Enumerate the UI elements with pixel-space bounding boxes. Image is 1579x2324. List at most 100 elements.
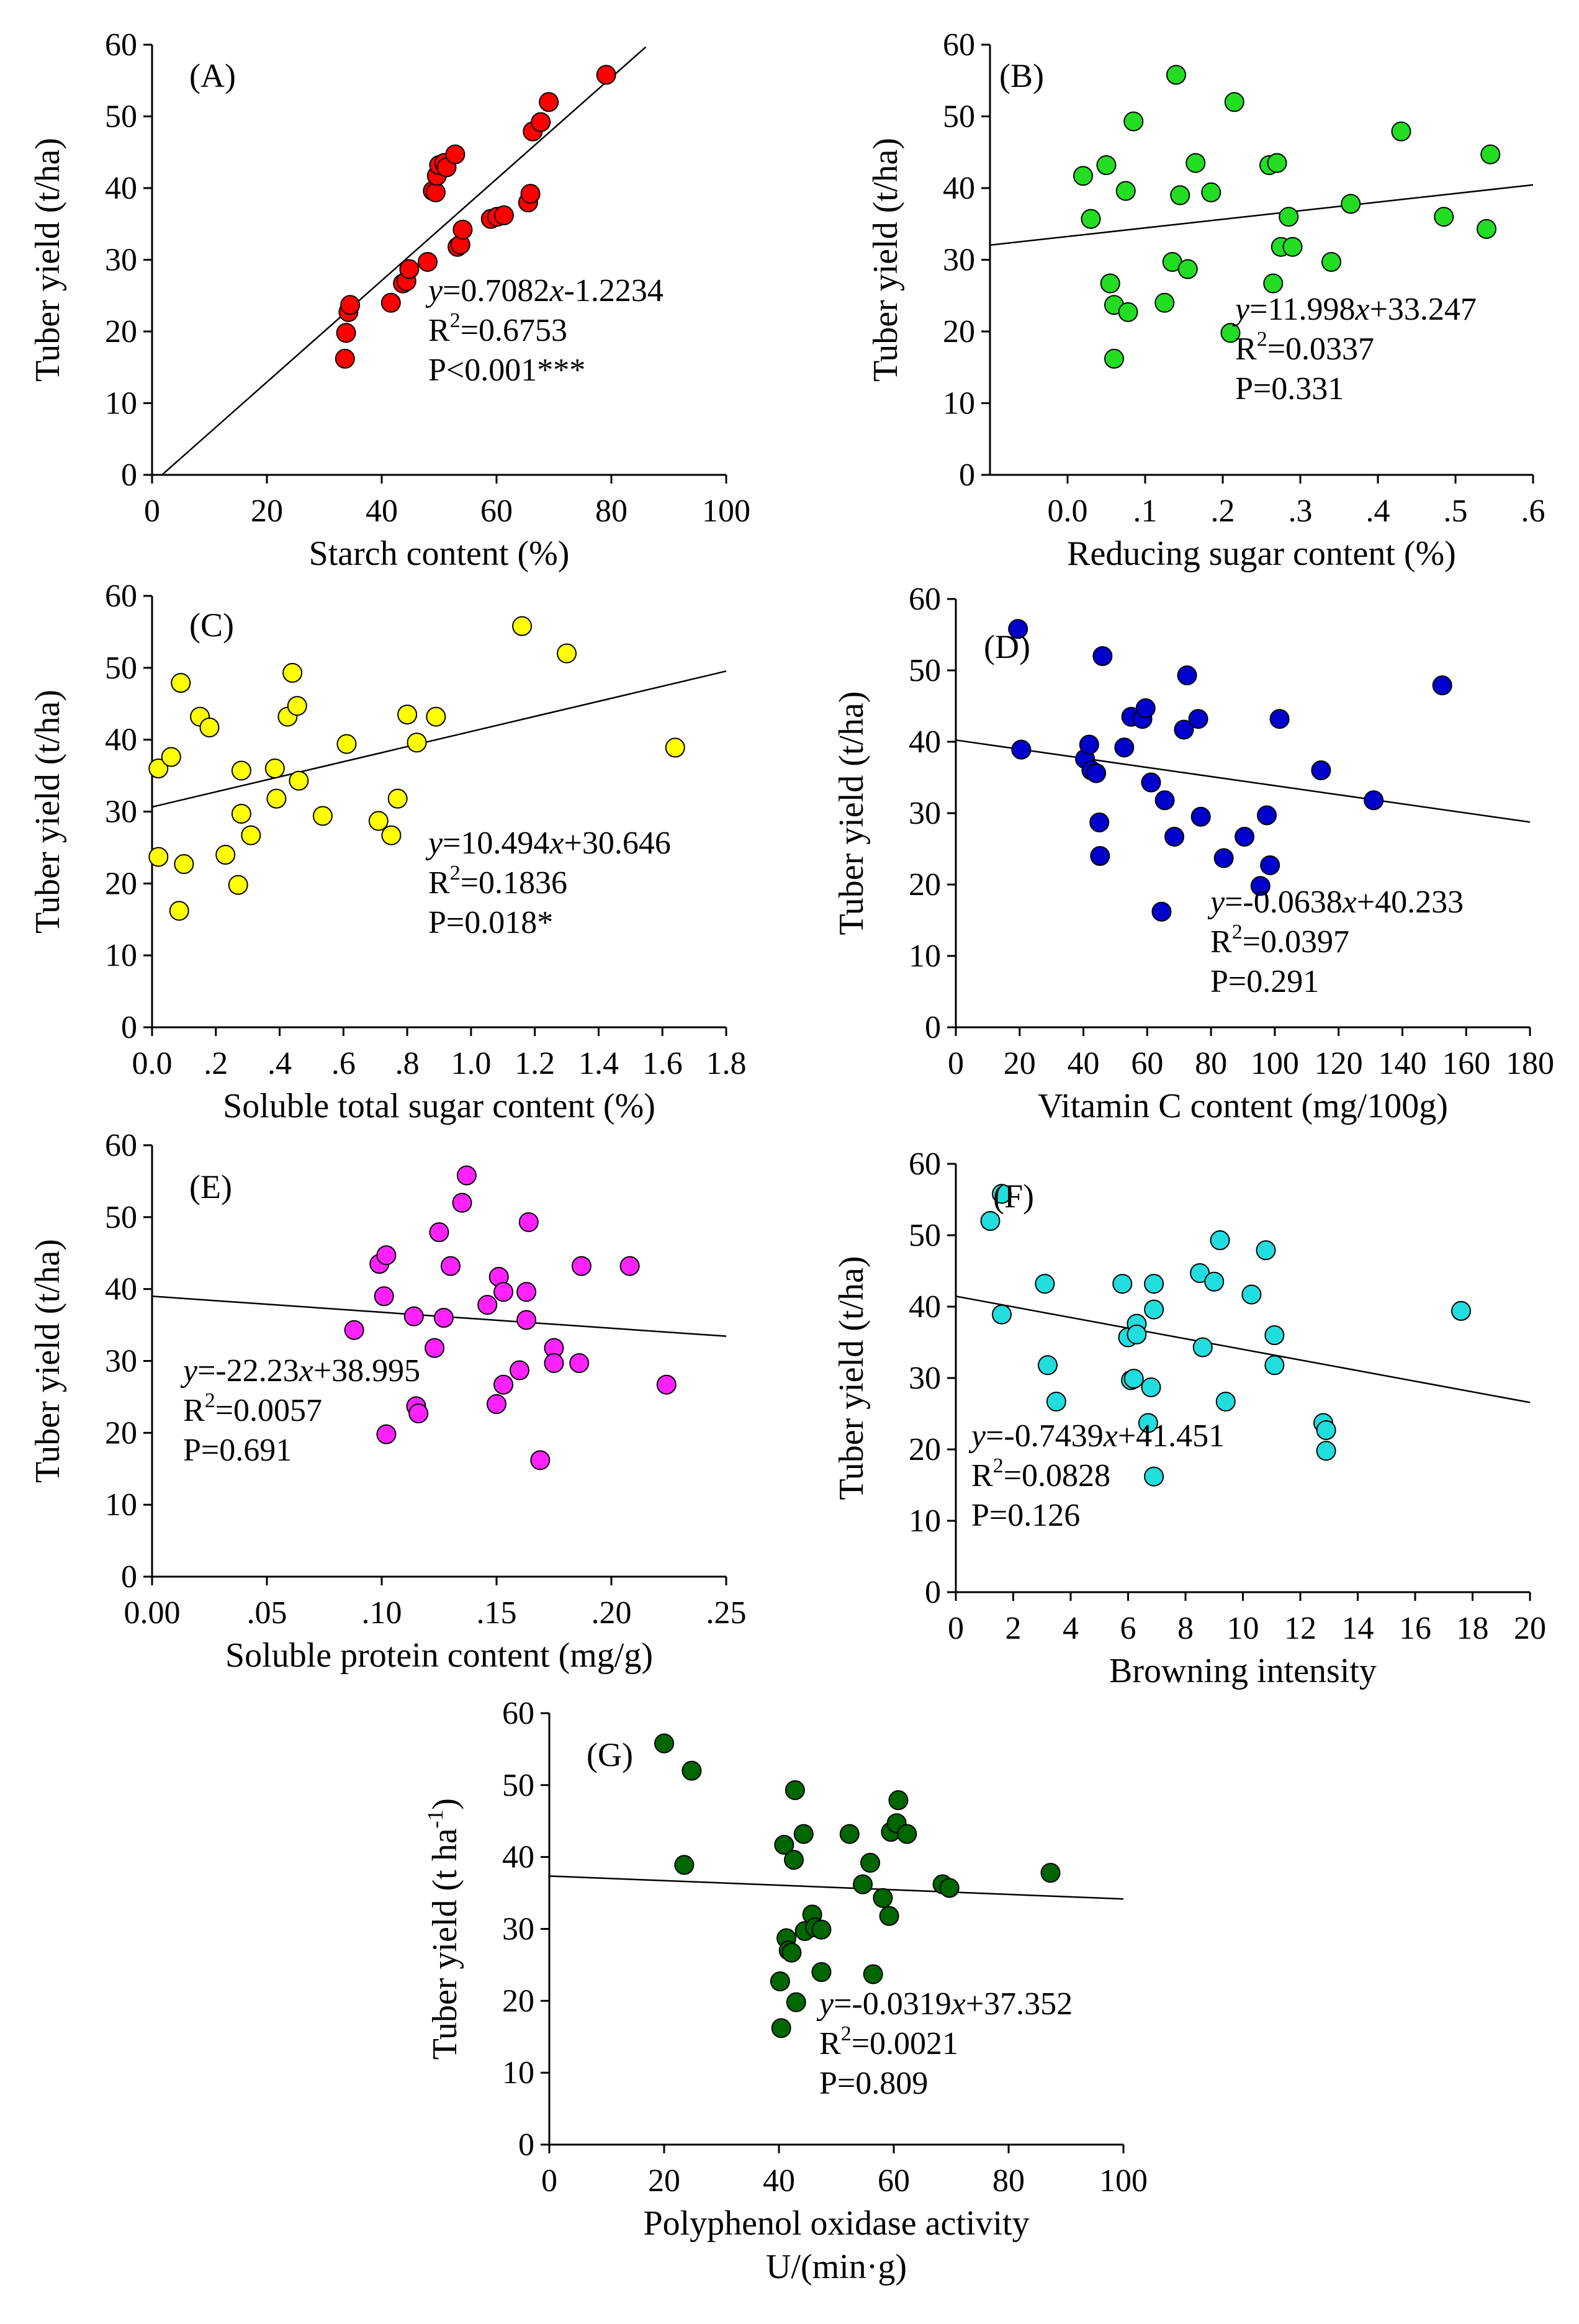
data-point <box>1079 734 1099 755</box>
x-tick-label: 8 <box>1177 1611 1194 1646</box>
regression-line <box>989 184 1534 246</box>
x-tick-label: 14 <box>1342 1611 1374 1646</box>
y-tick-label: 60 <box>105 579 137 614</box>
data-point <box>1257 805 1277 826</box>
data-point <box>1154 292 1175 313</box>
x-axis-title: Vitamin C content (mg/100g) <box>1038 1087 1448 1125</box>
data-point <box>1118 302 1138 322</box>
data-point <box>1201 182 1221 202</box>
data-point <box>340 295 361 315</box>
data-point <box>493 1374 514 1395</box>
y-tick-label: 60 <box>909 582 941 617</box>
data-point <box>344 1320 364 1340</box>
y-tick-label: 50 <box>909 653 941 688</box>
x-tick-label: 1.4 <box>578 1046 619 1081</box>
data-point <box>1135 698 1156 718</box>
data-point <box>1213 848 1234 868</box>
data-point <box>1241 1284 1262 1305</box>
x-tick-label: 4 <box>1063 1611 1079 1646</box>
data-point <box>1046 1391 1066 1412</box>
data-point <box>161 747 181 767</box>
data-point <box>863 1964 883 1984</box>
y-tick-label: 20 <box>105 866 137 901</box>
data-point <box>287 696 307 716</box>
data-point <box>1364 790 1384 811</box>
y-tick-label: 40 <box>909 724 941 760</box>
data-point <box>231 760 251 781</box>
x-tick-label: 80 <box>595 493 628 529</box>
data-point <box>231 803 251 824</box>
y-tick-label: 30 <box>502 1912 534 1947</box>
data-point <box>1321 251 1341 272</box>
data-point <box>992 1184 1012 1204</box>
x-tick-label: .2 <box>204 1046 228 1081</box>
data-point <box>860 1852 881 1873</box>
data-point <box>171 673 191 693</box>
data-point <box>1480 144 1501 164</box>
scatter-panel-b: 0 10 20 30 40 50 60 0.0 .1 .2 .3 .4 .5 .6 Reducing sug… <box>866 27 1545 573</box>
data-point <box>879 1906 899 1926</box>
panel-label: (F) <box>993 1178 1034 1215</box>
y-tick-label: 10 <box>909 939 941 974</box>
x-axis-title: Soluble protein content (mg/g) <box>225 1636 653 1675</box>
y-tick-label: 20 <box>943 314 975 349</box>
data-point <box>1220 323 1241 343</box>
data-point <box>282 662 303 683</box>
scatter-panel-a: 0 10 20 30 40 50 60 0 20 40 60 80 100 Starch content … <box>29 27 750 573</box>
data-point <box>520 184 541 204</box>
data-point <box>1151 901 1172 922</box>
data-point <box>793 1824 814 1844</box>
data-point <box>682 1760 702 1781</box>
data-point <box>452 219 473 240</box>
data-point <box>1138 1413 1158 1433</box>
data-point <box>1141 772 1161 793</box>
y-tick-label: 40 <box>909 1289 941 1325</box>
y-tick-label: 30 <box>105 1344 137 1379</box>
y-tick-label: 0 <box>959 457 975 493</box>
data-point <box>811 1919 832 1940</box>
data-point <box>425 1338 445 1358</box>
data-point <box>531 112 551 132</box>
x-axis-title: Browning intensity <box>1109 1652 1377 1690</box>
data-point <box>241 825 261 845</box>
data-point <box>368 811 389 831</box>
data-point <box>493 1282 514 1302</box>
data-point <box>199 717 220 737</box>
data-point <box>289 770 309 791</box>
data-point <box>1035 1274 1055 1294</box>
data-point <box>387 788 408 809</box>
y-tick-label: 10 <box>943 386 975 421</box>
data-point <box>839 1824 860 1844</box>
y-tick-label: 20 <box>105 1415 137 1451</box>
data-point <box>1263 273 1284 294</box>
data-point <box>228 875 248 895</box>
data-point <box>433 1308 454 1328</box>
data-point <box>1264 1355 1285 1376</box>
y-tick-label: 30 <box>943 243 975 278</box>
data-point <box>1040 1863 1061 1883</box>
data-point <box>539 92 559 112</box>
y-tick-label: 40 <box>502 1840 534 1875</box>
data-point <box>312 806 333 826</box>
data-point <box>897 1824 917 1844</box>
y-tick-label: 40 <box>105 171 137 206</box>
p-value: P=0.809 <box>819 2066 928 2101</box>
data-point <box>1154 790 1175 811</box>
y-axis-title: Tuber yield (t/ha) <box>29 690 67 934</box>
data-point <box>429 1222 449 1243</box>
data-point <box>1269 709 1290 729</box>
y-tick-label: 60 <box>943 27 975 63</box>
x-tick-label: .3 <box>1289 493 1313 529</box>
data-point <box>1174 719 1194 740</box>
y-tick-label: 60 <box>502 1696 534 1731</box>
x-tick-label: 60 <box>1131 1046 1163 1081</box>
data-point <box>381 825 402 845</box>
data-point <box>1177 665 1197 686</box>
x-tick-label: 0 <box>948 1611 964 1646</box>
y-tick-label: 10 <box>105 1487 137 1523</box>
x-tick-label: 40 <box>763 2163 795 2199</box>
data-point <box>1115 181 1136 201</box>
data-point <box>770 1971 790 1992</box>
x-tick-label: 1.2 <box>515 1046 555 1081</box>
